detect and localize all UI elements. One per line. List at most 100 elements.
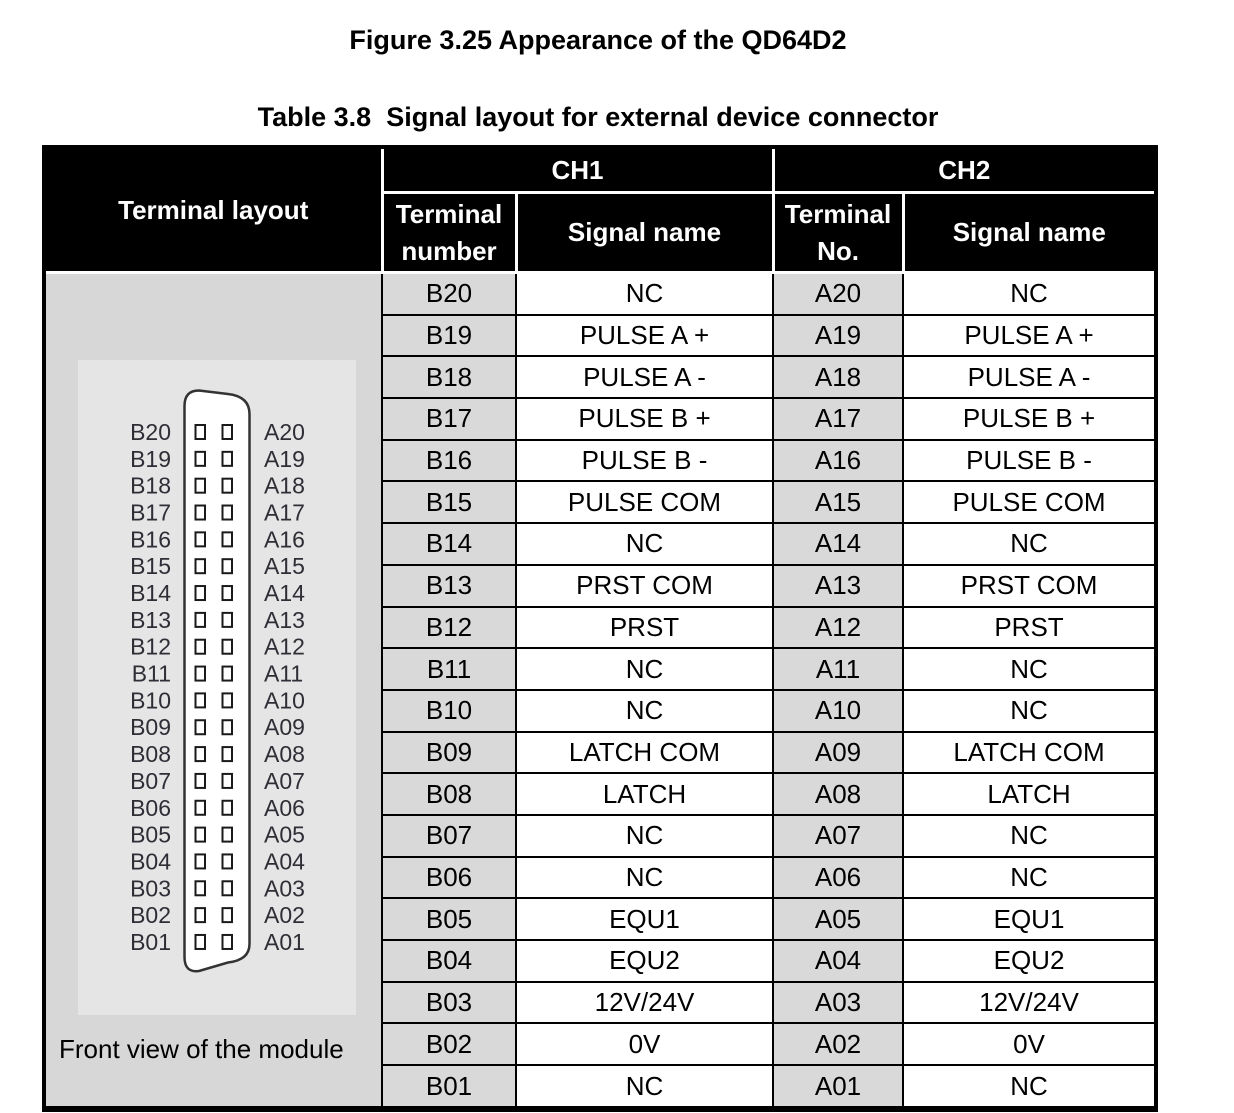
connector-pin	[194, 611, 206, 628]
ch2-group-header: CH2	[771, 145, 1158, 194]
right-pin-label: A06	[264, 795, 305, 821]
connector-pin	[221, 799, 233, 816]
connector-pin	[221, 907, 233, 924]
ch2-signal-name-cell: LATCH	[902, 772, 1158, 816]
ch1-terminal-number-cell: B15	[381, 480, 517, 525]
left-pin-label: B19	[130, 446, 171, 472]
table-row: B09 LATCH COM A09 LATCH COM	[44, 730, 1158, 775]
table-row: B12 PRST A12 PRST	[44, 605, 1158, 650]
connector-pin	[221, 504, 233, 521]
ch1-signal-name-cell: NC	[514, 271, 775, 316]
right-pin-label: A20	[264, 419, 305, 445]
connector-pin	[221, 826, 233, 843]
ch2-signal-name-cell: 12V/24V	[902, 980, 1158, 1025]
header-sub-row: Terminal number Signal name Terminal No.…	[44, 191, 1158, 274]
connector-pin	[194, 450, 206, 467]
right-pin-label: A03	[264, 875, 305, 901]
ch2-signal-name-cell: PULSE COM	[902, 480, 1158, 525]
connector-pin	[194, 638, 206, 655]
ch1-signal-name-cell: 0V	[514, 1022, 775, 1067]
ch2-terminal-number-cell: A08	[772, 772, 905, 816]
connector-pin	[194, 504, 206, 521]
ch2-signal-name-cell: PULSE A -	[902, 355, 1158, 400]
ch1-terminal-number-cell: B04	[381, 939, 517, 983]
right-pin-label: A17	[264, 500, 305, 526]
ch2-signal-name-cell: NC	[902, 855, 1158, 900]
connector-pin	[221, 450, 233, 467]
left-pin-label: B02	[130, 902, 171, 928]
ch2-terminal-number-cell: A12	[772, 605, 905, 650]
ch1-terminal-number-cell: B01	[381, 1064, 517, 1110]
left-pin-label: B09	[130, 714, 171, 740]
ch1-signal-name-cell: PULSE A -	[514, 355, 775, 400]
left-pin-label: B04	[130, 848, 171, 874]
terminal-layout-cell: B20 A20 B19 A19 B18 A18 B17 A17 B16 A16 B15 A15 B14 A…	[43, 271, 383, 1110]
left-pin-label: B08	[130, 741, 171, 767]
right-pin-label: A12	[264, 634, 305, 660]
ch1-terminal-number-cell: B08	[381, 772, 517, 816]
ch1-terminal-number-cell: B03	[381, 980, 517, 1025]
left-pin-label: B17	[130, 500, 171, 526]
ch1-terminal-number-cell: B20	[381, 271, 517, 316]
table-row: B11 NC A11 NC	[44, 647, 1158, 691]
ch1-signal-name-cell: LATCH COM	[514, 730, 775, 775]
ch2-terminal-number-cell: A10	[772, 688, 905, 733]
connector-pin	[194, 799, 206, 816]
ch2-signal-name-cell: PRST	[902, 605, 1158, 650]
ch2-signal-name-cell: EQU2	[902, 939, 1158, 983]
left-pin-label: B07	[130, 768, 171, 794]
ch2-terminal-number-cell: A15	[772, 480, 905, 525]
left-pin-label: B03	[130, 875, 171, 901]
table-row: B19 PULSE A + A19 PULSE A +	[44, 313, 1158, 358]
table-row: B01 NC A01 NC	[44, 1064, 1158, 1110]
connector-pin	[221, 611, 233, 628]
signal-layout-table: Terminal layout CH1 CH2 Terminal number …	[42, 145, 1159, 1112]
connector-pin	[221, 692, 233, 709]
ch2-signal-name-cell: LATCH COM	[902, 730, 1158, 775]
right-pin-label: A04	[264, 848, 305, 874]
left-pin-label: B11	[132, 661, 171, 687]
connector-pin	[194, 772, 206, 789]
ch1-group-header: CH1	[380, 145, 775, 194]
left-pin-label: B13	[130, 607, 171, 633]
ch1-signal-name-cell: NC	[514, 522, 775, 566]
left-pin-label: B05	[130, 822, 171, 848]
ch2-terminal-number-cell: A01	[772, 1064, 905, 1110]
table-row: B15 PULSE COM A15 PULSE COM	[44, 480, 1158, 525]
ch2-signal-name-cell: PULSE B -	[902, 438, 1158, 483]
ch2-terminal-number-cell: A16	[772, 438, 905, 483]
ch2-signal-name-cell: EQU1	[902, 897, 1158, 941]
ch1-terminal-number-cell: B18	[381, 355, 517, 400]
table-row: B10 NC A10 NC	[44, 688, 1158, 733]
signal-layout-table-wrapper: Terminal layout CH1 CH2 Terminal number …	[42, 145, 1159, 1112]
ch2-terminal-number-cell: A17	[772, 397, 905, 441]
ch1-signal-name-cell: NC	[514, 688, 775, 733]
ch2-terminal-number-cell: A06	[772, 855, 905, 900]
ch1-signal-name-cell: LATCH	[514, 772, 775, 816]
ch1-signal-name-header: Signal name	[514, 191, 775, 274]
right-pin-label: A01	[264, 929, 305, 955]
table-row: B02 0V A02 0V	[44, 1022, 1158, 1067]
left-pin-label: B15	[130, 553, 171, 579]
right-pin-label: A05	[264, 822, 305, 848]
terminal-layout-header: Terminal layout	[42, 145, 384, 274]
connector-pin	[221, 719, 233, 736]
ch2-terminal-number-cell: A14	[772, 522, 905, 566]
ch1-signal-name-cell: NC	[514, 1064, 775, 1110]
left-pin-label: B18	[130, 473, 171, 499]
connector-pin	[194, 880, 206, 897]
connector-pin	[221, 585, 233, 602]
ch1-signal-name-cell: NC	[514, 813, 775, 858]
connector-pin	[194, 933, 206, 950]
connector-pin	[194, 558, 206, 575]
connector-pin	[221, 880, 233, 897]
ch1-terminal-number-cell: B13	[381, 563, 517, 608]
left-pin-label: B14	[130, 580, 171, 606]
ch1-terminal-number-cell: B07	[381, 813, 517, 858]
connector-pin	[221, 853, 233, 870]
table-row: B14 NC A14 NC	[44, 522, 1158, 566]
ch2-signal-name-cell: NC	[902, 647, 1158, 691]
ch2-terminal-number-cell: A19	[772, 313, 905, 358]
connector-diagram: B20 A20 B19 A19 B18 A18 B17 A17 B16 A16 B15 A15 B14 A…	[130, 389, 305, 973]
